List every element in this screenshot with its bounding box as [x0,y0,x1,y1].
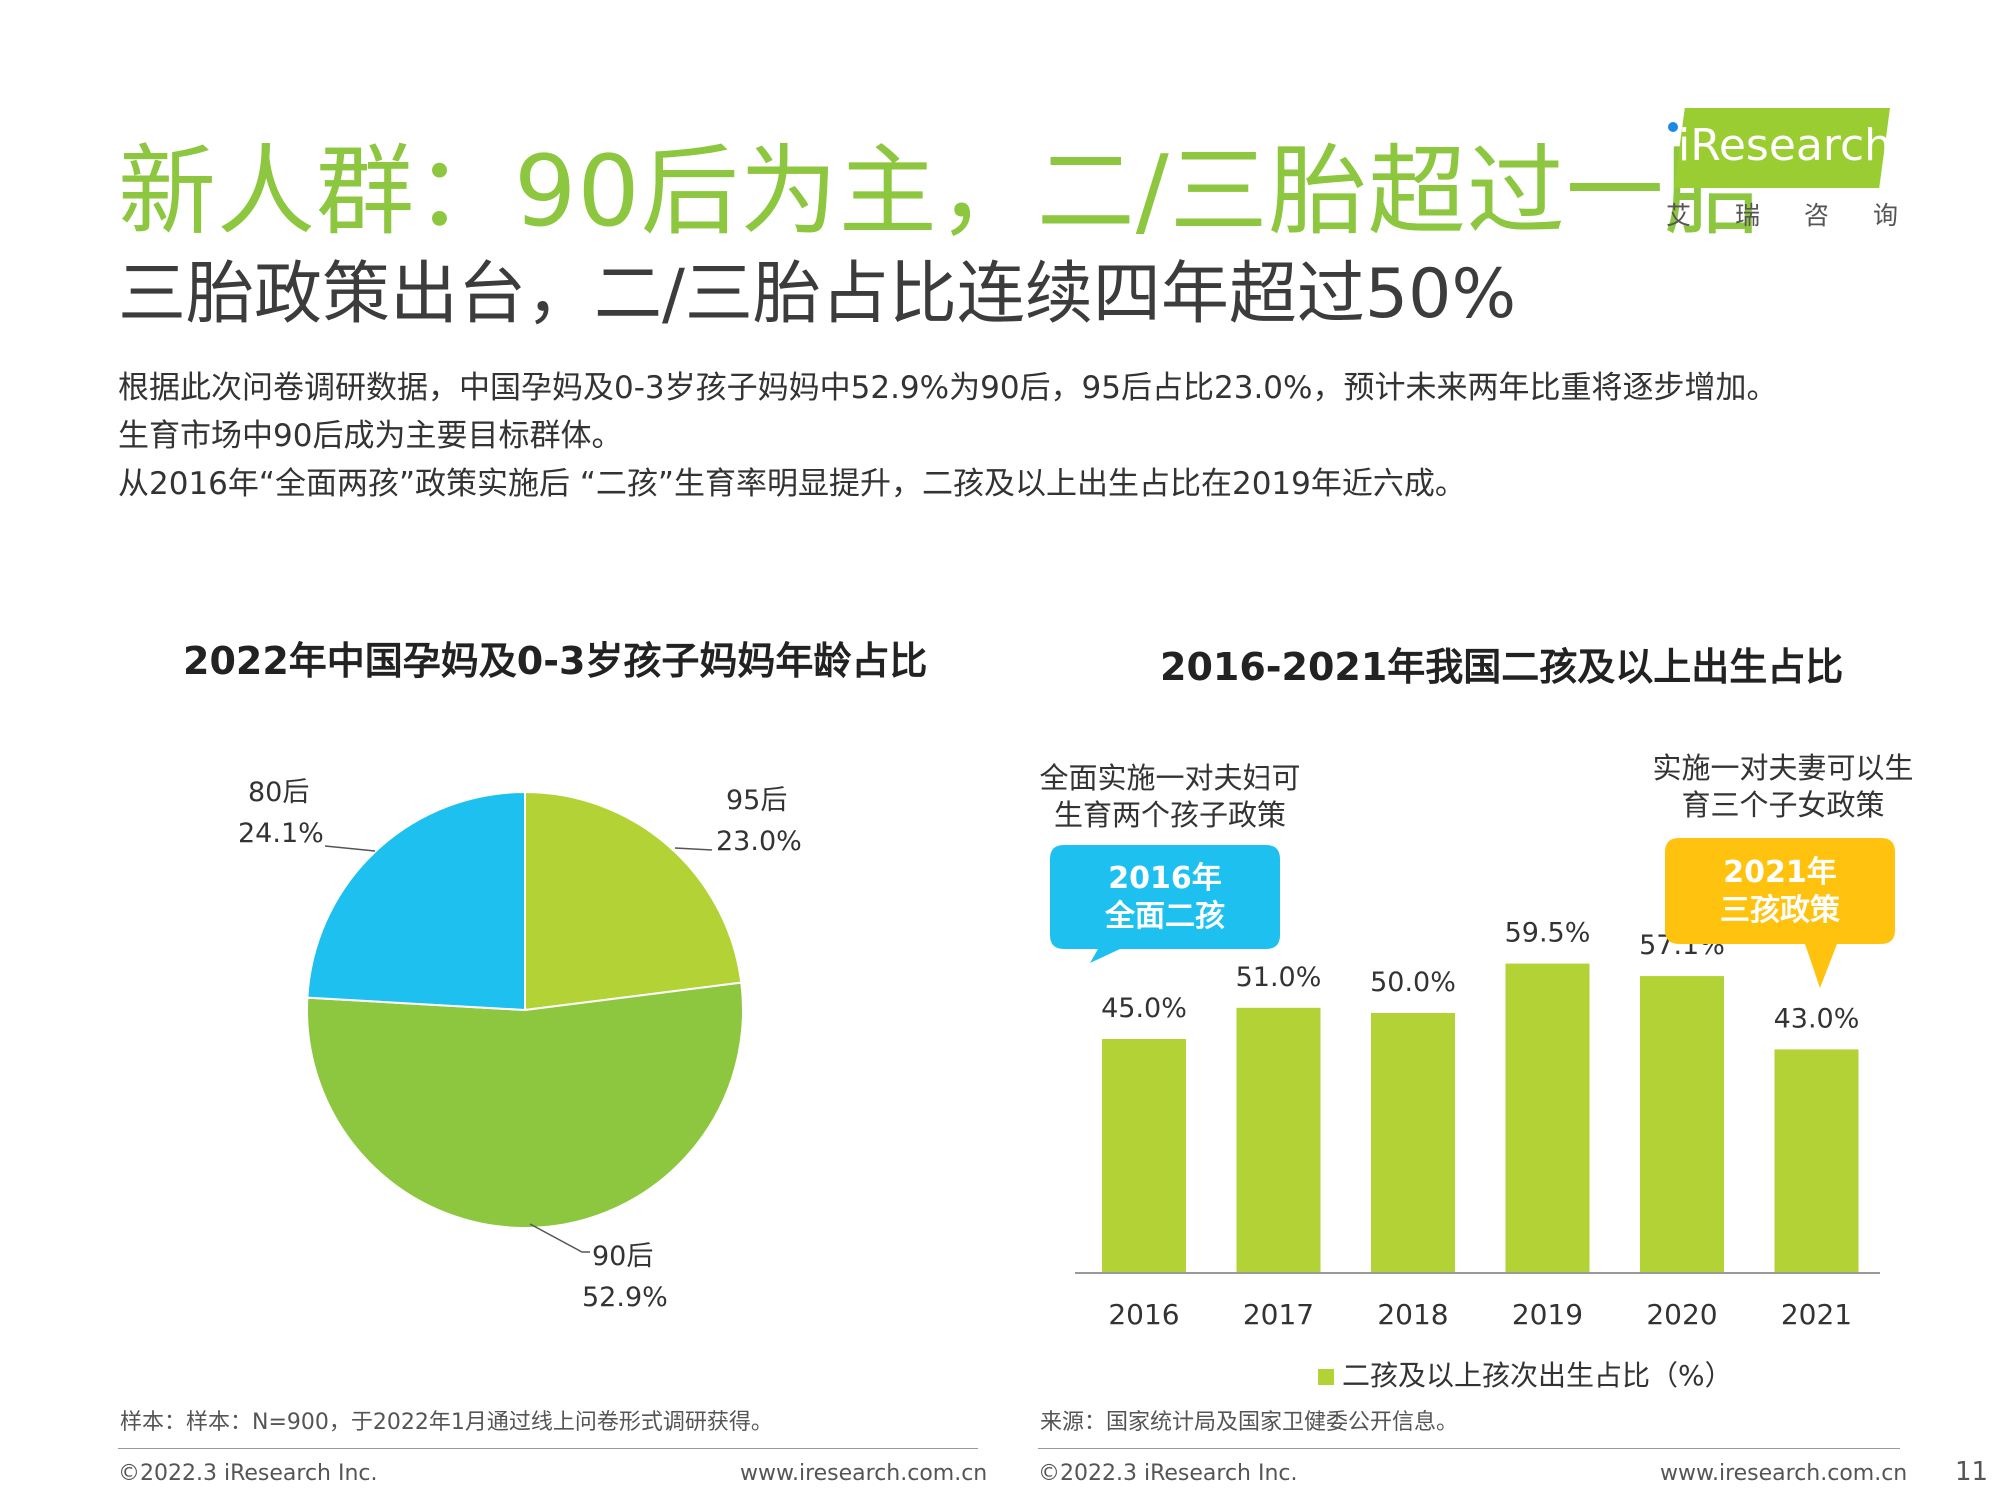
bubble-2016-text: 2016年 全面二孩 [1050,860,1280,936]
pie-label-90-name: 90后 [592,1241,654,1272]
bar-category-label-2019: 2019 [1512,1298,1583,1331]
footer-rule-right [1038,1448,1900,1449]
pie-label-95-name: 95后 [726,785,788,816]
bar-2018 [1371,1013,1455,1273]
bubble-2016-shape [1050,845,1280,963]
bar-category-label-2016: 2016 [1108,1298,1179,1331]
page-title: 新人群：90后为主，二/三胎超过一胎 [118,135,1764,249]
bubble-2021-shape [1665,838,1895,988]
pie-label-95-value: 23.0% [716,826,802,857]
annotation-2016-line-1: 全面实施一对夫妇可 [1039,761,1301,795]
footer-rule-left [118,1448,978,1449]
bar-category-label-2018: 2018 [1377,1298,1448,1331]
annotation-2021-text: 实施一对夫妻可以生 育三个子女政策 [1648,750,1918,824]
logo-cn-text: 艾瑞咨询 [1666,201,1943,230]
annotation-2016-line-2: 生育两个孩子政策 [1053,798,1286,832]
bar-value-label-2017: 51.0% [1236,962,1322,993]
iresearch-logo: iResearch 艾瑞咨询 [1660,108,1905,230]
logo-badge [1674,108,1890,188]
footer-copyright-left: ©2022.3 iResearch Inc. [118,1461,378,1486]
bar-2020 [1640,976,1724,1273]
pie-chart-title: 2022年中国孕妈及0-3岁孩子妈妈年龄占比 [183,639,928,683]
legend-swatch [1318,1369,1334,1385]
bubble-2016-line-1: 2016年 [1108,861,1222,896]
footer-url-left: www.iresearch.com.cn [740,1461,988,1486]
bubble-2021-line-1: 2021年 [1723,855,1837,890]
bar-category-label-2020: 2020 [1646,1298,1717,1331]
bar-value-label-2019: 59.5% [1505,918,1591,949]
bar-category-label-2017: 2017 [1243,1298,1314,1331]
pie-slice-2 [306,790,526,1012]
bar-legend: 二孩及以上孩次出生占比（%） [1318,1354,1733,1394]
logo-dot-icon [1668,122,1678,132]
legend-label: 二孩及以上孩次出生占比（%） [1342,1359,1733,1392]
bar-chart-title: 2016-2021年我国二孩及以上出生占比 [1160,645,1844,689]
bubble-2016-line-2: 全面二孩 [1105,899,1225,934]
bubble-2021-text: 2021年 三孩政策 [1665,854,1895,930]
annotation-2021-line-1: 实施一对夫妻可以生 [1652,751,1914,785]
bar-category-label-2021: 2021 [1781,1298,1852,1331]
bar-value-label-2018: 50.0% [1370,967,1456,998]
pie-label-80-name: 80后 [248,777,310,808]
leader-line-95 [674,847,713,851]
bar-2021 [1774,1049,1859,1273]
pie-label-80-value: 24.1% [238,818,324,849]
pie-slice-1 [306,981,744,1229]
bar-2017 [1236,1007,1321,1273]
bar-value-label-2021: 43.0% [1774,1003,1860,1034]
page-number: 11 [1955,1457,1989,1487]
footer-url-right: www.iresearch.com.cn [1660,1461,1908,1486]
annotation-2016-text: 全面实施一对夫妇可 生育两个孩子政策 [1035,760,1305,834]
leader-line-80 [324,845,376,852]
source-note: 来源：国家统计局及国家卫健委公开信息。 [1040,1410,1459,1435]
paragraph-3: 从2016年“全面两孩”政策实施后 “二孩”生育率明显提升，二孩及以上出生占比在… [118,466,1466,502]
paragraph-1: 根据此次问卷调研数据，中国孕妈及0-3岁孩子妈妈中52.9%为90后，95后占比… [118,370,1778,406]
annotation-2021-line-2: 育三个子女政策 [1681,788,1885,822]
bubble-2021-line-2: 三孩政策 [1720,893,1840,928]
bar-2016 [1102,1039,1186,1273]
paragraph-2: 生育市场中90后成为主要目标群体。 [118,418,623,454]
logo-brand-text: iResearch [1678,120,1893,171]
pie-slice-0 [524,790,743,1012]
bar-2019 [1505,963,1590,1273]
footer-copyright-right: ©2022.3 iResearch Inc. [1038,1461,1298,1486]
pie-label-90-value: 52.9% [582,1282,668,1313]
page-subtitle: 三胎政策出台，二/三胎占比连续四年超过50% [118,255,1517,334]
leader-line-90 [529,1223,590,1253]
sample-note: 样本：样本：N=900，于2022年1月通过线上问卷形式调研获得。 [120,1410,773,1435]
bar-value-label-2016: 45.0% [1101,993,1187,1024]
